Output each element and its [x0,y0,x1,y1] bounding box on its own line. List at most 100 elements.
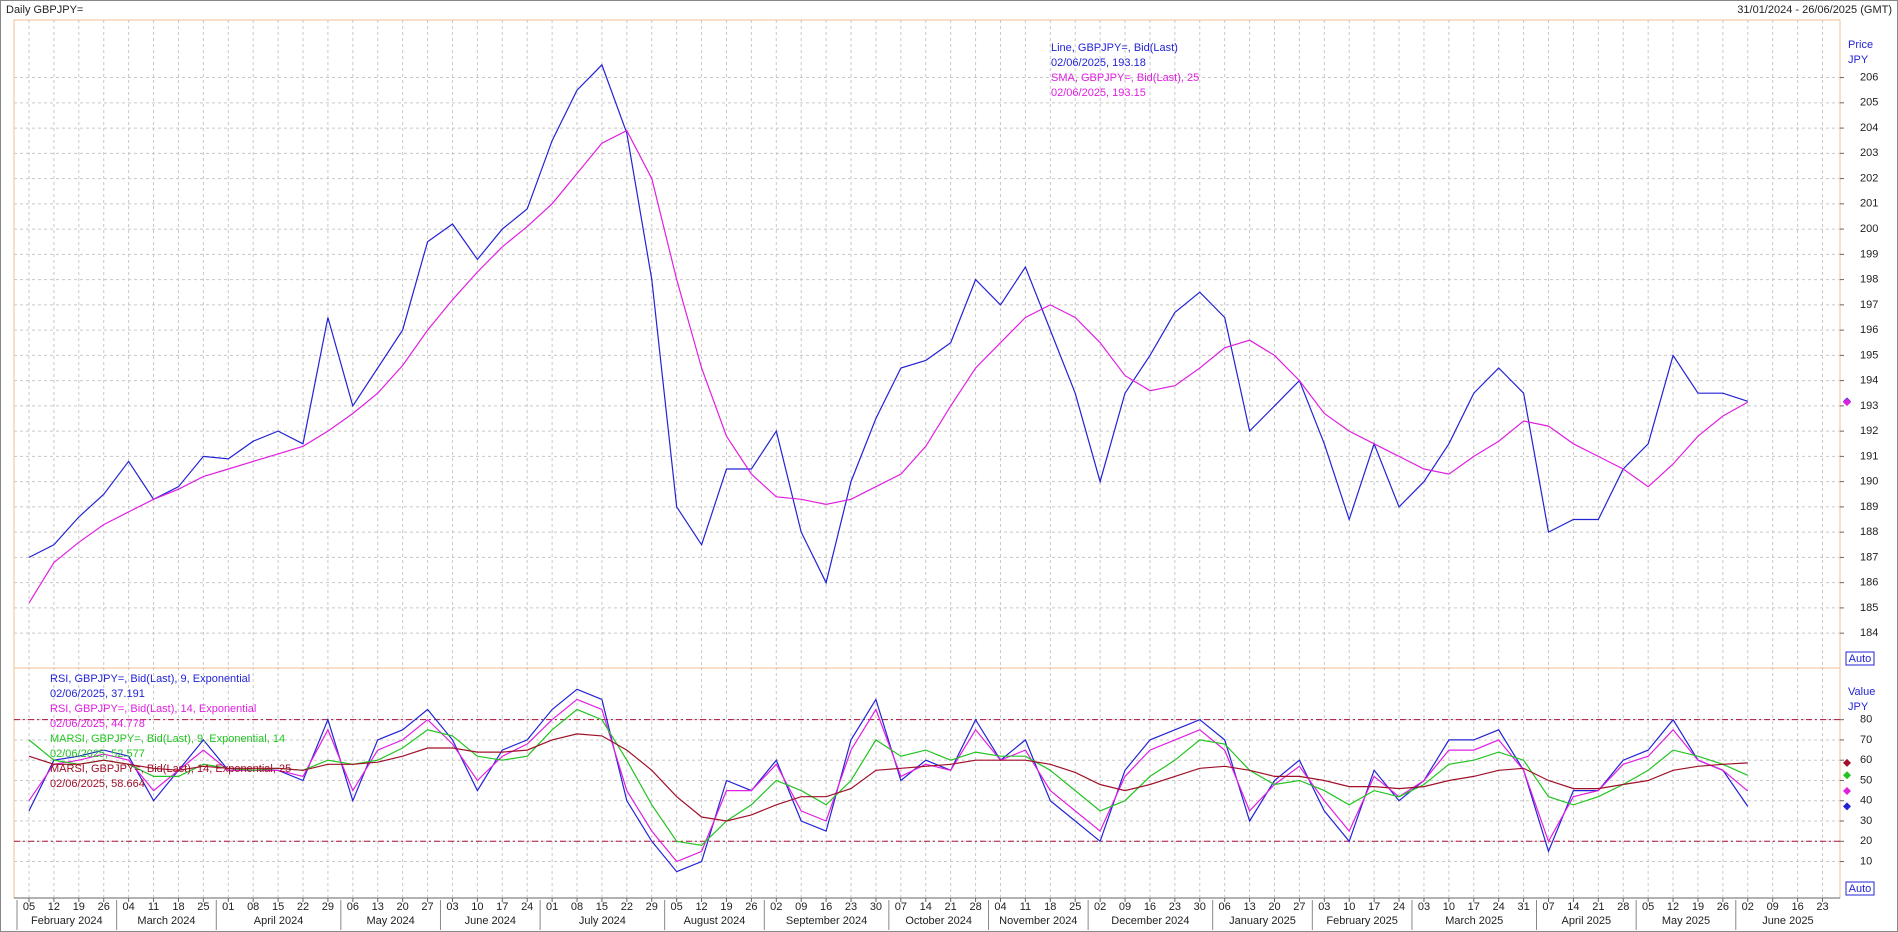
legend-name: MARSI, GBPJPY=, Bid(Last), 14, Exponenti… [50,763,291,775]
x-tick-label: 02 [1094,901,1106,913]
x-tick-label: 04 [994,901,1006,913]
y-tick-label: 20 [1860,835,1872,847]
y-tick-label: 188 [1860,526,1878,538]
x-tick-label: 17 [496,901,508,913]
month-label: August 2024 [684,915,746,927]
x-tick-label: 17 [1468,901,1480,913]
y-tick-label: 205 [1860,97,1878,109]
x-tick-label: 29 [646,901,658,913]
month-label: January 2025 [1229,915,1296,927]
x-tick-label: 23 [1169,901,1181,913]
x-tick-label: 30 [1194,901,1206,913]
series-line [28,733,1748,822]
x-tick-label: 13 [1243,901,1255,913]
x-tick-label: 10 [471,901,483,913]
chart-title: Daily GBPJPY= [6,4,83,16]
x-tick-label: 30 [870,901,882,913]
x-tick-label: 19 [1692,901,1704,913]
axis-unit: JPY [1848,701,1869,713]
x-tick-label: 08 [571,901,583,913]
month-label: April 2025 [1562,915,1612,927]
x-tick-label: 09 [795,901,807,913]
y-tick-label: 194 [1860,375,1878,387]
x-tick-label: 14 [1567,901,1579,913]
last-value-marker [1843,802,1851,811]
month-label: February 2025 [1326,915,1398,927]
x-tick-label: 05 [671,901,683,913]
legend-last-value: 02/06/2025, 58.664 [50,778,145,790]
legend-last-value: 02/06/2025, 44.778 [50,718,145,730]
x-tick-label: 03 [1418,901,1430,913]
legend-last-value: 02/06/2025, 193.15 [1051,87,1146,99]
x-tick-label: 12 [48,901,60,913]
x-tick-label: 07 [1542,901,1554,913]
x-tick-label: 13 [372,901,384,913]
x-tick-label: 23 [845,901,857,913]
auto-button[interactable] [1845,651,1875,666]
axis-unit: JPY [1848,54,1869,66]
last-value-marker [1843,758,1851,767]
month-label: December 2024 [1111,915,1189,927]
month-label: July 2024 [579,915,626,927]
y-tick-label: 191 [1860,450,1878,462]
x-tick-label: 16 [820,901,832,913]
axis-title: Price [1848,39,1873,51]
series-line [28,688,1749,873]
y-tick-label: 190 [1860,476,1878,488]
legend-name: RSI, GBPJPY=, Bid(Last), 9, Exponential [50,673,250,685]
x-tick-label: 31 [1517,901,1529,913]
y-tick-label: 199 [1860,248,1878,260]
month-label: October 2024 [905,915,972,927]
x-tick-label: 27 [421,901,433,913]
legend-name: SMA, GBPJPY=, Bid(Last), 25 [1051,72,1199,84]
month-label: June 2025 [1762,915,1813,927]
month-label: June 2024 [465,915,516,927]
y-tick-label: 187 [1860,551,1878,563]
y-tick-label: 204 [1860,122,1878,134]
auto-button-label[interactable]: Auto [1849,653,1872,665]
x-tick-label: 18 [1044,901,1056,913]
month-label: March 2024 [137,915,195,927]
y-tick-label: 195 [1860,349,1878,361]
x-tick-label: 22 [297,901,309,913]
x-tick-label: 11 [148,901,159,913]
x-tick-label: 02 [770,901,782,913]
month-label: May 2024 [366,915,414,927]
x-tick-label: 03 [1318,901,1330,913]
y-tick-label: 206 [1860,71,1878,83]
x-tick-label: 19 [720,901,732,913]
y-tick-label: 202 [1860,172,1878,184]
auto-button-label[interactable]: Auto [1849,883,1872,895]
x-tick-label: 24 [1493,901,1505,913]
x-tick-label: 28 [1617,901,1629,913]
y-tick-label: 60 [1860,754,1872,766]
y-tick-label: 10 [1860,855,1872,867]
y-tick-label: 185 [1860,602,1878,614]
x-tick-label: 06 [1219,901,1231,913]
month-label: February 2024 [31,915,103,927]
x-tick-label: 20 [1268,901,1280,913]
month-label: March 2025 [1445,915,1503,927]
x-tick-label: 04 [123,901,135,913]
x-tick-label: 29 [322,901,334,913]
x-tick-label: 10 [1443,901,1455,913]
x-tick-label: 23 [1816,901,1828,913]
y-tick-label: 203 [1860,147,1878,159]
x-tick-label: 01 [222,901,234,913]
axis-title: Value [1848,686,1875,698]
series-line [28,63,1748,585]
x-tick-label: 11 [1020,901,1031,913]
month-label: May 2025 [1662,915,1710,927]
y-tick-label: 186 [1860,577,1878,589]
x-tick-label: 05 [1642,901,1654,913]
series-line [28,708,1749,846]
x-tick-label: 27 [1293,901,1305,913]
x-tick-label: 09 [1767,901,1779,913]
auto-button[interactable] [1845,881,1875,896]
series-line [28,698,1749,863]
y-tick-label: 50 [1860,774,1872,786]
legend-name: Line, GBPJPY=, Bid(Last) [1051,42,1178,54]
x-tick-label: 25 [197,901,209,913]
